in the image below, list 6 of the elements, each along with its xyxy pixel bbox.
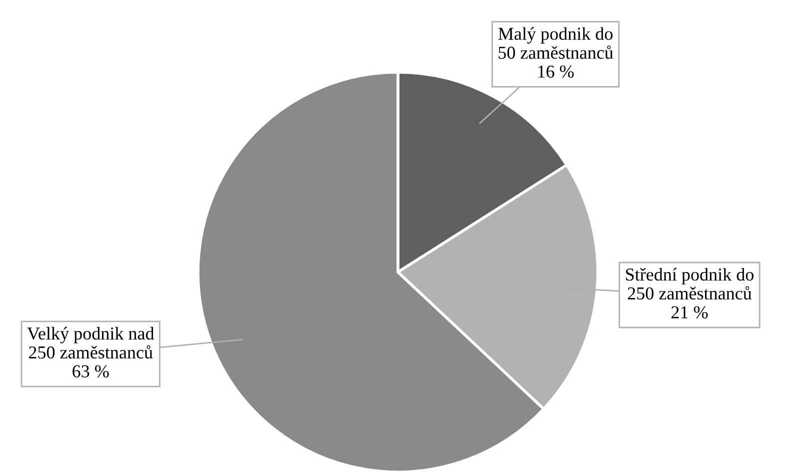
slice-label: Střední podnik do 250 zaměstnanců <box>626 268 754 300</box>
slice-label: Velký podnik nad 250 zaměstnanců <box>27 326 154 359</box>
slice-label: Malý podnik do 50 zaměstnanců <box>498 27 614 59</box>
data-label: 21 % <box>671 306 708 318</box>
data-label: 16 % <box>538 66 574 78</box>
data-label: 63 % <box>72 365 109 378</box>
